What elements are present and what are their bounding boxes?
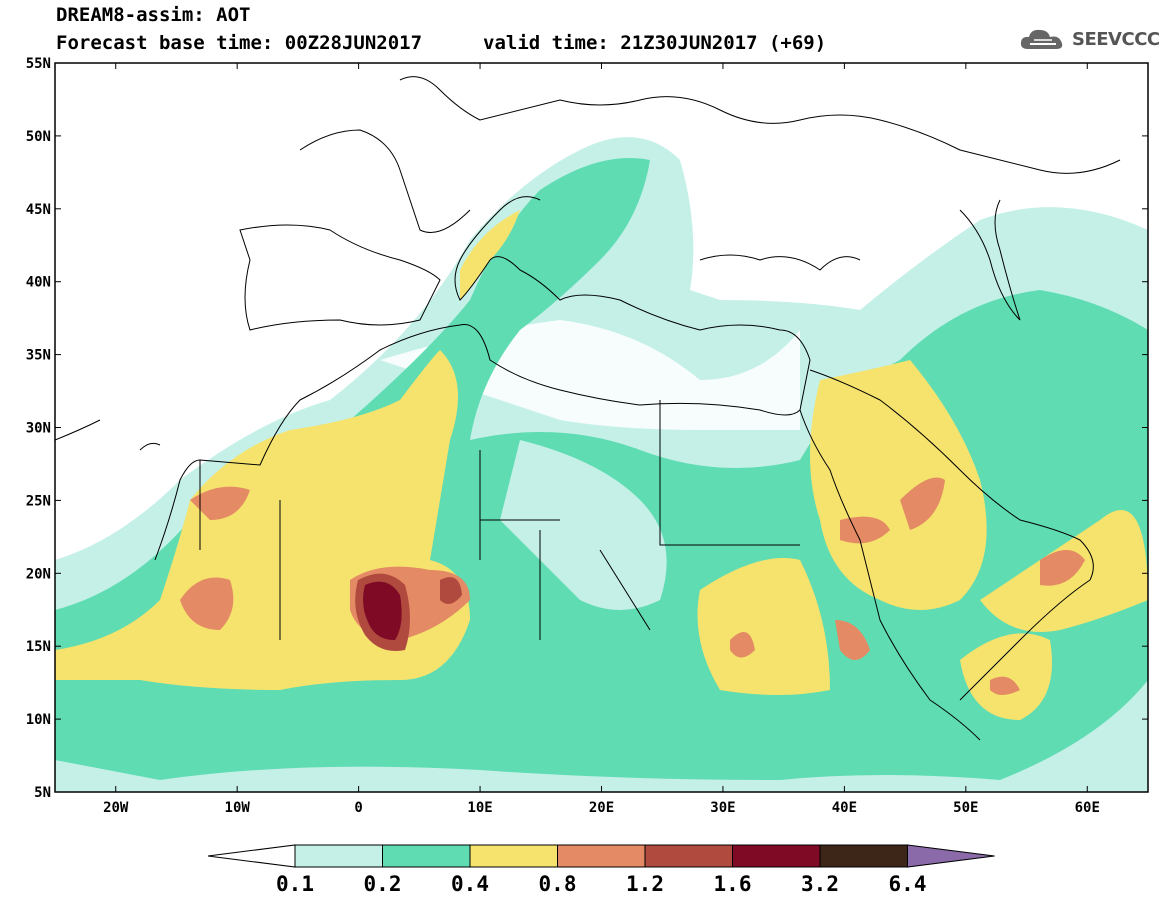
colorbar-over-triangle — [907, 844, 995, 868]
valid-time: valid time: 21Z30JUN2017 (+69) — [483, 32, 827, 54]
colorbar-label: 0.1 — [276, 872, 314, 896]
lat-tick-label: 45N — [26, 202, 51, 218]
axes: 55N 50N 45N 40N 35N 30N 25N 20N 15N 10N 5N 20W 10W 0 1… — [26, 56, 1148, 816]
lat-tick-label: 25N — [26, 493, 51, 509]
colorbar-label: 0.2 — [363, 872, 402, 896]
lat-tick-label: 10N — [26, 712, 51, 728]
lon-tick-label: 40E — [832, 800, 857, 816]
lon-tick-label: 20E — [589, 800, 614, 816]
lon-tick-label: 20W — [103, 800, 129, 816]
map-title: DREAM8-assim: AOT — [56, 4, 251, 26]
colorbar-under-triangle — [207, 844, 296, 868]
lat-tick-label: 15N — [26, 639, 51, 655]
colorbar — [207, 844, 995, 868]
cloud-icon — [1020, 29, 1063, 49]
forecast-base-time: Forecast base time: 00Z28JUN2017 — [56, 32, 423, 54]
colorbar-segment — [732, 844, 821, 868]
aot-field — [55, 63, 1148, 792]
colorbar-label: 1.6 — [713, 872, 752, 896]
colorbar-label: 1.2 — [626, 872, 664, 896]
logo-text: SEEVCCC — [1072, 28, 1160, 50]
colorbar-segment — [644, 844, 733, 868]
coastlines — [55, 76, 1121, 741]
lon-tick-label: 60E — [1075, 800, 1100, 816]
aot-band-0.8 — [180, 477, 1085, 695]
colorbar-label: 0.8 — [538, 872, 577, 896]
colorbar-segment — [469, 844, 558, 868]
lat-tick-label: 35N — [26, 348, 51, 364]
colorbar-label: 3.2 — [801, 872, 839, 896]
lon-tick-label: 10E — [467, 800, 492, 816]
colorbar-segment — [382, 844, 471, 868]
seevccc-logo: SEEVCCC — [1018, 24, 1160, 54]
lon-tick-label: 10W — [225, 800, 251, 816]
colorbar-segment — [819, 844, 908, 868]
colorbar-segment — [557, 844, 646, 868]
lon-tick-label: 0 — [354, 800, 362, 816]
lat-tick-label: 40N — [26, 275, 51, 291]
lat-tick-label: 30N — [26, 421, 51, 437]
lon-tick-label: 30E — [710, 800, 735, 816]
lat-tick-label: 20N — [26, 566, 51, 582]
lat-tick-label: 5N — [34, 785, 51, 801]
aot-band-1.6 — [363, 581, 402, 640]
lat-tick-label: 55N — [26, 56, 51, 72]
colorbar-label: 6.4 — [888, 872, 927, 896]
colorbar-segment — [294, 844, 383, 868]
lat-tick-label: 50N — [26, 129, 51, 145]
colorbar-label: 0.4 — [451, 872, 489, 896]
lon-tick-label: 50E — [953, 800, 978, 816]
